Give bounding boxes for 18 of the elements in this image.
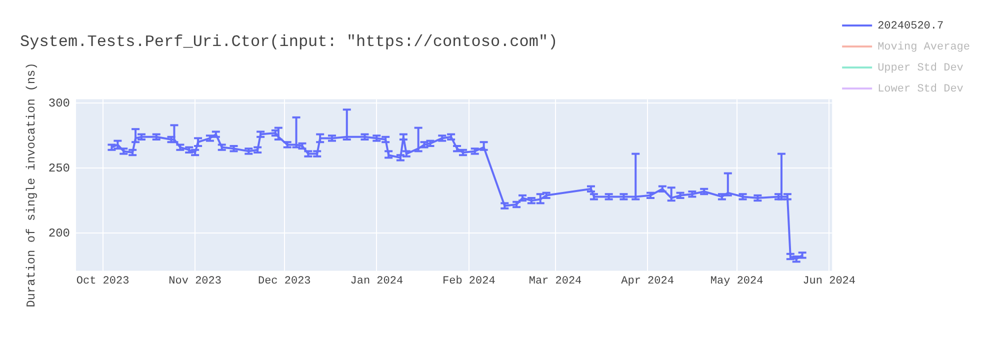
x-tick-label: Feb 2024 (442, 275, 496, 288)
x-tick-label: Mar 2024 (528, 275, 582, 288)
legend-label: 20240520.7 (878, 20, 944, 32)
y-tick-label: 200 (48, 226, 70, 240)
y-axis-title: Duration of single invocation (ns) (24, 62, 38, 308)
legend-label: Lower Std Dev (878, 83, 964, 96)
x-tick-label: Apr 2024 (621, 275, 674, 288)
x-tick-label: Oct 2023 (76, 275, 130, 288)
x-tick-label: Jan 2024 (350, 275, 404, 288)
x-tick-label: Nov 2023 (168, 275, 222, 288)
x-tick-label: Jun 2024 (802, 275, 856, 288)
y-tick-label: 250 (48, 161, 70, 176)
x-tick-label: May 2024 (710, 275, 764, 288)
legend-label: Moving Average (878, 41, 970, 54)
chart-title: System.Tests.Perf_Uri.Ctor(input: "https://contoso.com") (20, 32, 558, 51)
legend-label: Upper Std Dev (878, 62, 964, 74)
y-tick-label: 300 (48, 96, 70, 110)
x-tick-label: Dec 2023 (258, 275, 311, 288)
